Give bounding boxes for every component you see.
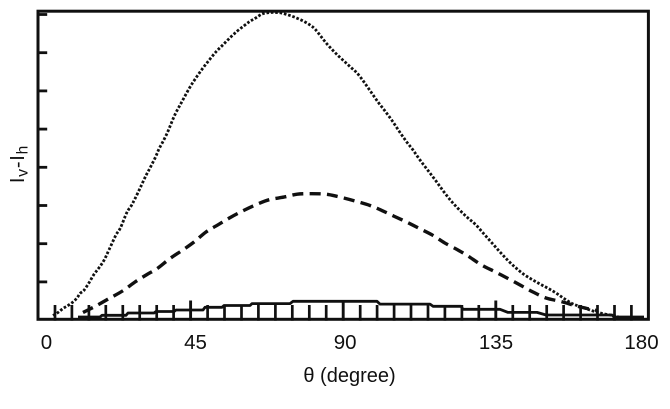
svg-text:θ (degree): θ (degree) — [303, 365, 395, 387]
svg-text:45: 45 — [184, 331, 207, 354]
svg-text:135: 135 — [479, 331, 513, 354]
svg-text:180: 180 — [624, 331, 658, 354]
svg-text:0: 0 — [41, 331, 52, 354]
svg-text:90: 90 — [334, 331, 357, 354]
